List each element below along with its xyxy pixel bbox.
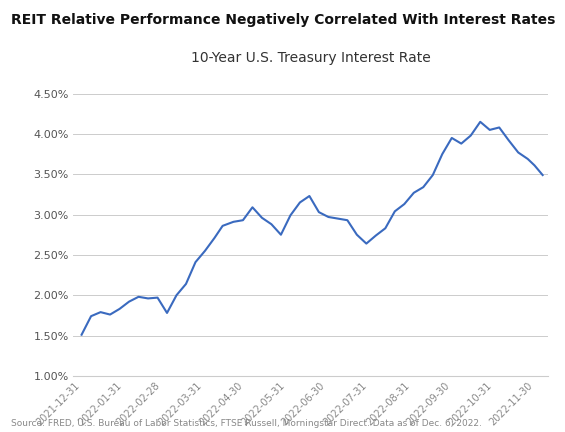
- Text: Source: FRED, U.S. Bureau of Labor Statistics, FTSE Russell, Morningstar Direct.: Source: FRED, U.S. Bureau of Labor Stati…: [11, 419, 482, 428]
- Title: 10-Year U.S. Treasury Interest Rate: 10-Year U.S. Treasury Interest Rate: [191, 51, 431, 65]
- Text: REIT Relative Performance Negatively Correlated With Interest Rates: REIT Relative Performance Negatively Cor…: [11, 13, 555, 27]
